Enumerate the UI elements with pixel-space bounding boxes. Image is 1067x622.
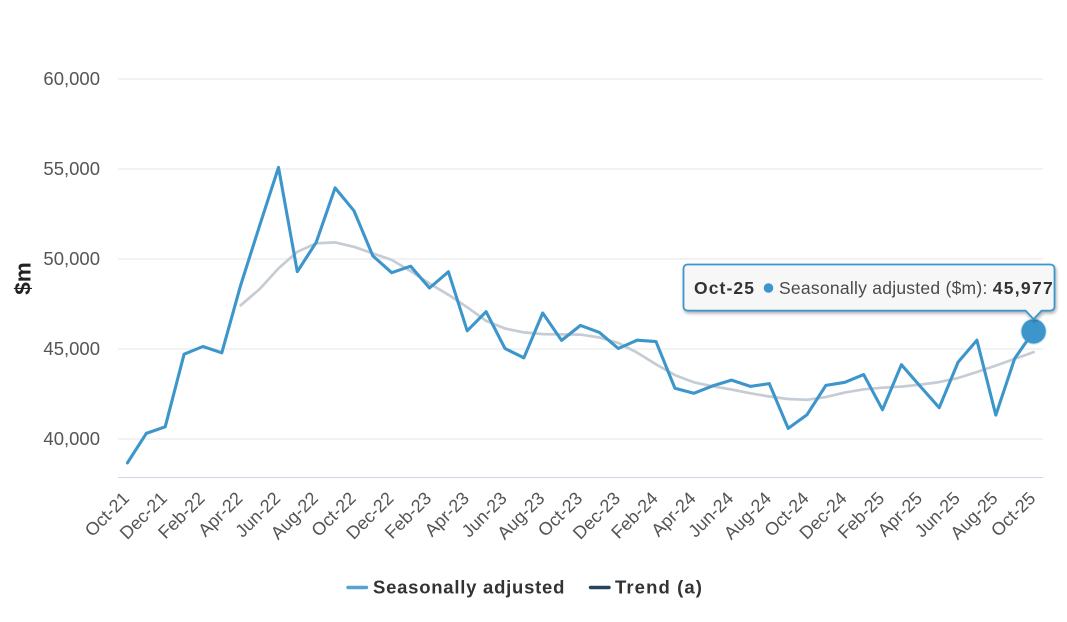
svg-text:45,000: 45,000	[43, 338, 100, 359]
svg-text:50,000: 50,000	[43, 248, 100, 269]
svg-text:Seasonally adjusted ($m): 45,9: Seasonally adjusted ($m): 45,977	[779, 278, 1054, 298]
svg-text:40,000: 40,000	[43, 428, 100, 449]
svg-text:55,000: 55,000	[43, 158, 100, 179]
svg-text:Seasonally adjusted: Seasonally adjusted	[373, 577, 565, 598]
svg-text:$m: $m	[11, 262, 36, 295]
svg-text:Oct-25: Oct-25	[694, 278, 755, 298]
svg-text:60,000: 60,000	[43, 68, 100, 89]
svg-text:Trend (a): Trend (a)	[615, 577, 703, 598]
